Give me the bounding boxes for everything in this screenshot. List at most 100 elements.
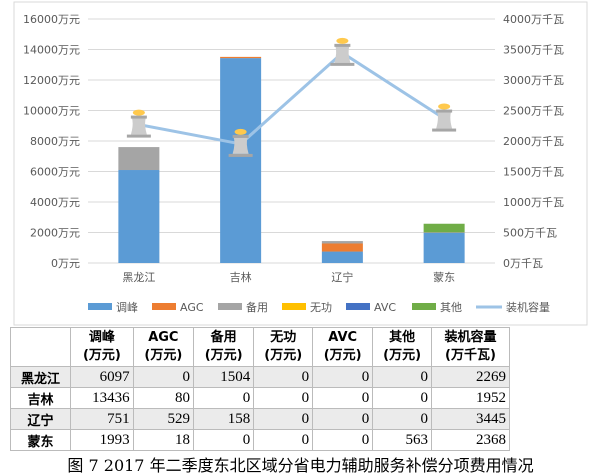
tower-top: [130, 115, 147, 119]
table-cell: 0: [253, 429, 314, 451]
right-axis-tick: 3000万千瓦: [503, 74, 564, 87]
header-text: (万元): [82, 348, 121, 363]
tower-body: [334, 45, 351, 63]
legend-label: AVC: [374, 301, 396, 314]
table-cell: 1952: [430, 387, 511, 409]
table-cell: 0: [312, 387, 374, 409]
left-axis-tick: 14000万元: [23, 44, 80, 57]
header-text: (万千瓦): [445, 348, 496, 363]
column-header: 装机容量 (万千瓦): [430, 327, 511, 367]
tower-base: [432, 128, 457, 132]
row-label: 吉林: [9, 387, 72, 409]
legend-label: 装机容量: [506, 300, 550, 314]
tower-steam: [234, 128, 247, 135]
left-axis-tick: 4000万元: [30, 196, 80, 209]
legend-swatch: [346, 303, 370, 310]
chart-border: [13, 1, 588, 326]
figure-caption: 图 7 2017 年二季度东北区域分省电力辅助服务补偿分项费用情况: [67, 456, 534, 475]
column-header: 备用 (万元): [192, 327, 255, 367]
table-row: 吉林 13436 80 0 0 0 0 1952: [9, 387, 511, 409]
legend-swatch: [412, 303, 436, 310]
left-axis-tick: 2000万元: [30, 227, 80, 240]
tower-body: [232, 136, 249, 154]
tower-base: [330, 62, 355, 66]
left-axis-tick: 16000万元: [23, 13, 80, 26]
right-axis-tick: 1000万千瓦: [503, 196, 564, 209]
category-label: 吉林: [230, 270, 252, 284]
header-text: (万元): [323, 348, 362, 363]
right-axis-tick: 0万千瓦: [503, 257, 543, 270]
table-cell: 0: [372, 366, 432, 388]
category-label: 黑龙江: [122, 271, 155, 284]
table-cell: 2368: [430, 429, 511, 451]
table-cell: 0: [253, 408, 314, 430]
table-cell: 13436: [70, 387, 134, 409]
table-cell: 0: [253, 387, 314, 409]
table-cell: 529: [132, 408, 195, 430]
left-axis-tick: 6000万元: [30, 166, 80, 179]
table-cell: 563: [372, 429, 432, 451]
legend-label: 备用: [246, 300, 268, 314]
table-cell: 0: [312, 429, 374, 451]
bar-调峰: [220, 58, 262, 264]
right-axis-tick: 500万千瓦: [503, 227, 557, 240]
table-cell: 3445: [430, 408, 511, 430]
table-cell: 0: [192, 429, 255, 451]
right-axis-tick: 1500万千瓦: [503, 166, 564, 179]
table-cell: 0: [372, 408, 432, 430]
cooling-tower-icon: [228, 128, 253, 157]
data-table: 调峰 (万元) AGC (万元) 备用 (万元) 无功 (万元) AVC (万元) 其他 (万元) 装机…: [9, 327, 511, 451]
legend-swatch: [152, 303, 176, 310]
header-text: 无功: [270, 330, 297, 345]
bar-备用: [321, 241, 363, 244]
column-header: AVC (万元): [312, 327, 374, 367]
header-text: 装机容量: [444, 330, 497, 345]
tower-body: [436, 111, 453, 129]
table-cell: 751: [70, 408, 134, 430]
column-header: [9, 327, 72, 367]
left-axis-tick: 8000万元: [30, 135, 80, 148]
table-cell: 0: [132, 366, 195, 388]
cooling-tower-icon: [126, 109, 151, 138]
tower-top: [334, 43, 351, 47]
table-cell: 158: [192, 408, 255, 430]
header-text: (万元): [264, 348, 303, 363]
row-label: 辽宁: [9, 408, 72, 430]
table-cell: 6097: [70, 366, 134, 388]
legend-label: 调峰: [116, 301, 138, 314]
table-row: 辽宁 751 529 158 0 0 0 3445: [9, 408, 511, 430]
bar-调峰: [118, 170, 160, 263]
legend-swatch: [88, 303, 112, 310]
tower-top: [232, 134, 249, 138]
column-header: 无功 (万元): [253, 327, 314, 367]
header-text: (万元): [204, 348, 243, 363]
column-header: AGC (万元): [132, 327, 195, 367]
table-cell: 0: [372, 387, 432, 409]
tower-steam: [438, 103, 451, 110]
table-row: 蒙东 1993 18 0 0 0 563 2368: [9, 429, 511, 451]
header-text: (万元): [144, 348, 183, 363]
bar-备用: [118, 147, 160, 171]
tower-steam: [336, 37, 349, 44]
left-axis-tick: 10000万元: [23, 105, 80, 118]
bar-调峰: [423, 232, 465, 263]
bar-调峰: [321, 251, 363, 263]
tower-body: [130, 117, 147, 135]
stacked-bar-line-chart: 0万元 2000万元 4000万元 6000万元 8000万元 10000万元 12000万…: [13, 1, 588, 326]
header-text: (万元): [383, 348, 422, 363]
table-cell: 2269: [430, 366, 511, 388]
right-axis-tick: 4000万千瓦: [503, 13, 564, 26]
header-text: AGC: [148, 330, 179, 345]
table-cell: 0: [253, 366, 314, 388]
table-cell: 18: [132, 429, 195, 451]
tower-base: [228, 153, 253, 157]
header-text: AVC: [328, 330, 358, 345]
table-cell: 0: [312, 366, 374, 388]
header-text: 调峰: [88, 330, 115, 345]
table-cell: 1993: [70, 429, 134, 451]
table-header-row: 调峰 (万元) AGC (万元) 备用 (万元) 无功 (万元) AVC (万元) 其他 (万元) 装机…: [9, 327, 511, 367]
left-axis-tick: 0万元: [51, 257, 80, 270]
tower-top: [436, 109, 453, 113]
right-axis-tick: 3500万千瓦: [503, 44, 564, 57]
row-label: 蒙东: [9, 429, 72, 451]
